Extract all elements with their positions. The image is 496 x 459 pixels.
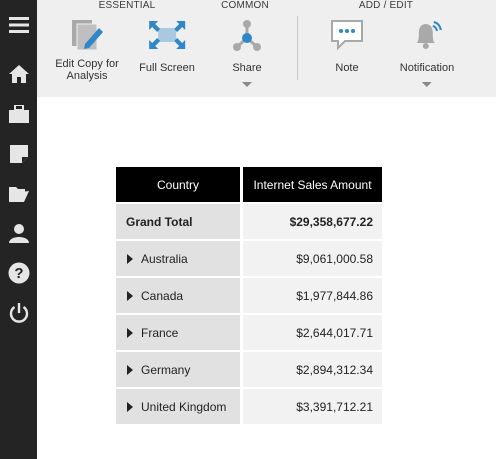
column-header-country[interactable]: Country	[116, 167, 240, 202]
group-label-add-edit: ADD / EDIT	[358, 0, 414, 11]
note-label: Note	[335, 62, 359, 74]
row-header-expand[interactable]: Australia	[116, 241, 240, 276]
folder-icon[interactable]	[0, 174, 37, 212]
group-label-essential: ESSENTIAL	[98, 0, 156, 11]
sales-amount-cell: $2,644,017.71	[243, 315, 382, 350]
note-button[interactable]: Note	[324, 14, 370, 96]
help-icon[interactable]: ?	[0, 254, 37, 292]
sales-amount-cell: $2,894,312.34	[243, 352, 382, 387]
menu-icon[interactable]	[0, 6, 37, 44]
expand-arrow-icon[interactable]	[127, 364, 133, 375]
table-row: Australia $9,061,000.58	[116, 241, 382, 276]
sales-amount-cell: $3,391,712.21	[243, 389, 382, 424]
user-icon[interactable]	[0, 214, 37, 252]
bell-icon	[404, 14, 450, 56]
notification-button[interactable]: Notification	[400, 14, 454, 96]
country-name: Germany	[141, 362, 191, 377]
full-screen-icon	[144, 14, 190, 56]
country-name: United Kingdom	[141, 399, 227, 414]
country-name: Australia	[141, 251, 188, 266]
share-dropdown-caret-icon[interactable]	[242, 82, 252, 87]
power-icon[interactable]	[0, 294, 37, 332]
expand-arrow-icon[interactable]	[127, 290, 133, 301]
expand-arrow-icon[interactable]	[127, 401, 133, 412]
left-sidebar: ?	[0, 0, 37, 459]
note-comment-icon	[324, 14, 370, 56]
row-header-expand[interactable]: France	[116, 315, 240, 350]
row-header-expand[interactable]: United Kingdom	[116, 389, 240, 424]
share-icon	[224, 14, 270, 56]
grand-total-row: Grand Total $29,358,677.22	[116, 204, 382, 239]
expand-arrow-icon[interactable]	[127, 253, 133, 264]
grand-total-value: $29,358,677.22	[243, 204, 382, 239]
home-icon[interactable]	[0, 55, 37, 93]
row-header-expand[interactable]: Germany	[116, 352, 240, 387]
share-button[interactable]: Share	[224, 14, 270, 96]
briefcase-icon[interactable]	[0, 95, 37, 133]
table-row: United Kingdom $3,391,712.21	[116, 389, 382, 424]
notification-dropdown-caret-icon[interactable]	[421, 82, 432, 87]
column-header-internet-sales-amount[interactable]: Internet Sales Amount	[243, 167, 382, 202]
country-name: Canada	[141, 288, 184, 303]
share-label: Share	[232, 62, 262, 74]
row-header-expand[interactable]: Canada	[116, 278, 240, 313]
full-screen-label: Full Screen	[139, 62, 195, 74]
table-header-row: Country Internet Sales Amount	[116, 167, 382, 202]
country-name: France	[141, 325, 179, 340]
group-label-common: COMMON	[221, 0, 269, 11]
note-icon[interactable]	[0, 135, 37, 173]
table-row: Germany $2,894,312.34	[116, 352, 382, 387]
edit-copy-icon	[64, 14, 110, 56]
sales-amount-cell: $1,977,844.86	[243, 278, 382, 313]
svg-text:?: ?	[14, 265, 23, 282]
edit-copy-for-analysis-button[interactable]: Edit Copy for Analysis	[42, 14, 132, 96]
toolbar: ESSENTIAL COMMON ADD / EDIT Edit Copy fo…	[37, 0, 496, 97]
table-row: Canada $1,977,844.86	[116, 278, 382, 313]
notification-label: Notification	[399, 62, 455, 74]
pivot-table: Country Internet Sales Amount Grand Tota…	[116, 167, 382, 426]
table-row: France $2,644,017.71	[116, 315, 382, 350]
sales-amount-cell: $9,061,000.58	[243, 241, 382, 276]
expand-arrow-icon[interactable]	[127, 327, 133, 338]
grand-total-label: Grand Total	[116, 204, 240, 239]
full-screen-button[interactable]: Full Screen	[139, 14, 195, 96]
edit-copy-label: Edit Copy for Analysis	[55, 58, 119, 82]
toolbar-divider	[297, 16, 298, 80]
